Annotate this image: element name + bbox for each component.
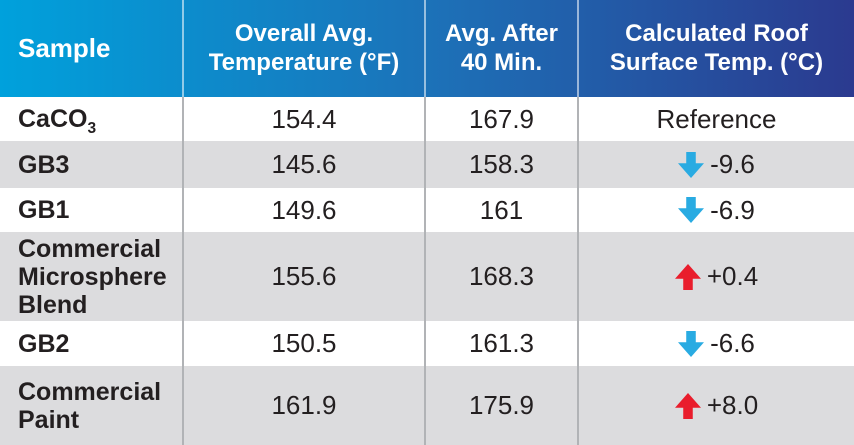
header-sample: Sample [18, 33, 111, 64]
delta-value: +8.0 [706, 390, 759, 420]
up-arrow-icon [674, 263, 701, 290]
sample-name: Commercial Paint [18, 377, 162, 434]
sample-name: GB3 [18, 150, 70, 179]
delta-cell: +8.0 [577, 366, 854, 445]
sample-cell: Commercial Microsphere Blend [0, 232, 183, 321]
sample-cell: CaCO3 [0, 97, 183, 141]
delta-cell: -6.9 [577, 188, 854, 232]
sample-name: CaCO [18, 105, 88, 133]
sample-cell: Commercial Paint [0, 366, 183, 445]
overall-avg-cell: 155.6 [182, 232, 425, 321]
table-row-caco3: CaCO3 154.4 167.9 Reference [0, 97, 854, 141]
delta-value: -9.6 [710, 149, 755, 179]
overall-avg-cell: 145.6 [182, 141, 425, 188]
avg-after-cell: 158.3 [424, 141, 578, 188]
delta-cell: Reference [577, 97, 854, 141]
sample-name: Commercial Microsphere Blend [18, 234, 167, 319]
avg-after-cell: 175.9 [424, 366, 578, 445]
delta-value: -6.6 [710, 328, 755, 358]
down-arrow-icon [678, 151, 705, 178]
delta-value: -6.9 [710, 194, 755, 225]
table-body: CaCO3 154.4 167.9 Reference GB3 145.6 15… [0, 97, 854, 445]
header-calculated-roof-temp: Calculated Roof Surface Temp. (°C) [577, 0, 854, 97]
overall-avg-cell: 150.5 [182, 321, 425, 366]
table-row-gb1: GB1 149.6 161 -6.9 [0, 188, 854, 232]
table-row-commercial-paint: Commercial Paint 161.9 175.9 +8.0 [0, 366, 854, 445]
sample-cell: GB1 [0, 188, 183, 232]
header-row: Sample Overall Avg. Temperature (°F) Avg… [0, 0, 854, 97]
table-row-gb3: GB3 145.6 158.3 -9.6 [0, 141, 854, 188]
down-arrow-icon [678, 330, 705, 357]
delta-value: Reference [656, 103, 777, 134]
avg-after-cell: 161.3 [424, 321, 578, 366]
avg-after-cell: 167.9 [424, 97, 578, 141]
header-overall-avg-temp: Overall Avg. Temperature (°F) [182, 0, 425, 97]
overall-avg-cell: 161.9 [182, 366, 425, 445]
delta-cell: -6.6 [577, 321, 854, 366]
table-row-commercial-microsphere-blend: Commercial Microsphere Blend 155.6 168.3… [0, 232, 854, 321]
table-row-gb2: GB2 150.5 161.3 -6.6 [0, 321, 854, 366]
down-arrow-icon [678, 197, 705, 223]
sample-cell: GB2 [0, 321, 183, 366]
overall-avg-cell: 149.6 [182, 188, 425, 232]
delta-cell: -9.6 [577, 141, 854, 188]
overall-avg-cell: 154.4 [182, 97, 425, 141]
sample-cell: GB3 [0, 141, 183, 188]
up-arrow-icon [674, 392, 701, 419]
avg-after-cell: 161 [424, 188, 578, 232]
sample-subscript: 3 [87, 120, 97, 137]
avg-after-cell: 168.3 [424, 232, 578, 321]
sample-name: GB2 [18, 329, 70, 358]
delta-value: +0.4 [706, 261, 759, 291]
table-header: Sample Overall Avg. Temperature (°F) Avg… [0, 0, 854, 97]
delta-cell: +0.4 [577, 232, 854, 321]
sample-name: GB1 [18, 196, 70, 224]
header-avg-after-40min: Avg. After 40 Min. [424, 0, 578, 97]
